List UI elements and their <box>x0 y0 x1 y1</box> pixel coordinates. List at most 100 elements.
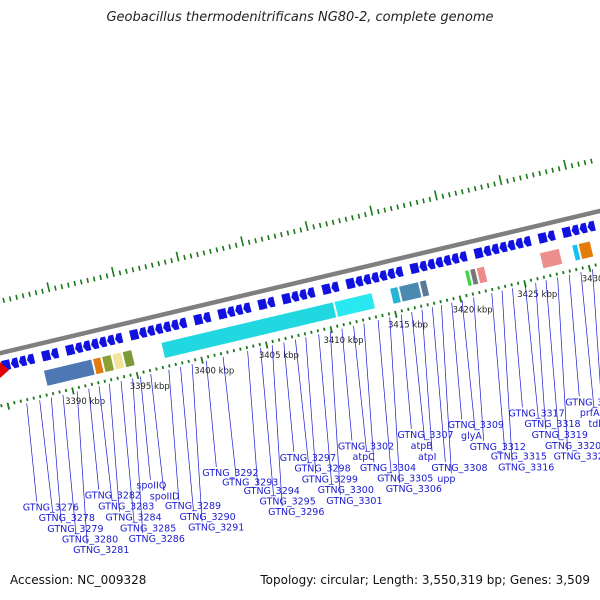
gene-arrow-layer <box>0 220 596 371</box>
inner-tick <box>381 313 384 318</box>
gene-leader-line <box>271 345 283 507</box>
gene-leader-line <box>150 373 165 491</box>
inner-tick <box>129 373 132 377</box>
inner-tick <box>471 292 475 296</box>
gene-arrow-icon <box>443 254 452 266</box>
outer-tick <box>221 245 225 251</box>
outer-tick <box>8 296 12 302</box>
outer-tick <box>563 159 567 170</box>
inner-tick <box>135 371 140 380</box>
gene-arrow-icon <box>411 262 420 274</box>
gene-leader-line <box>525 285 539 418</box>
feature-block <box>469 267 480 286</box>
inner-tick <box>32 396 35 400</box>
gene-arrow-icon <box>43 349 52 361</box>
outer-tick <box>28 291 31 297</box>
gene-leader-line <box>39 400 54 513</box>
kbp-tick-label: 3400 kbp <box>194 367 234 377</box>
outer-tick <box>34 290 38 296</box>
inner-tick <box>348 321 352 325</box>
gene-leader-line <box>180 366 194 511</box>
inner-tick <box>206 355 210 359</box>
outer-tick <box>183 254 186 261</box>
gene-arrow-icon <box>283 292 292 304</box>
gene-label: GTNG_3281 <box>73 545 129 556</box>
gene-label: GTNG_3295 <box>260 496 316 507</box>
gene-label: GTNG_3296 <box>268 507 324 518</box>
inner-tick <box>142 370 145 374</box>
gene-arrow-icon <box>203 311 212 323</box>
kbp-tick-label: 3410 kbp <box>323 336 363 346</box>
inner-tick <box>465 293 468 298</box>
gene-label: GTNG_3319 <box>532 430 588 441</box>
outer-tick <box>157 261 161 267</box>
inner-tick <box>445 298 449 302</box>
outer-tick <box>590 158 593 164</box>
outer-tick <box>99 274 102 281</box>
gene-label: atpC <box>353 452 376 463</box>
inner-tick <box>510 283 513 287</box>
gene-label: GTNG_3294 <box>244 486 300 497</box>
gene-leader-line <box>26 403 38 502</box>
gene-leader-line <box>168 369 180 501</box>
gene-label: GTNG_3315 <box>491 451 547 462</box>
gene-label: GTNG_3305 <box>377 473 433 484</box>
outer-tick <box>441 193 445 199</box>
inner-tick <box>542 275 546 279</box>
outer-tick <box>525 173 529 180</box>
outer-tick <box>2 297 6 304</box>
outer-tick <box>389 205 393 212</box>
inner-tick <box>529 278 533 282</box>
outer-tick <box>163 259 167 265</box>
feature-block <box>398 281 423 303</box>
gene-leader-line <box>329 331 341 495</box>
outer-tick <box>454 190 458 196</box>
gene-label: GTNG_3317 <box>508 408 564 419</box>
outer-tick <box>60 283 64 290</box>
gene-label: GTNG_3301 <box>326 496 382 507</box>
outer-tick <box>234 242 238 248</box>
inner-tick <box>329 326 333 334</box>
gene-arrow-icon <box>19 355 28 367</box>
inner-tick <box>491 287 494 292</box>
outer-tick <box>538 170 542 176</box>
gene-arrow-icon <box>459 251 468 262</box>
inner-tick <box>161 365 165 370</box>
gene-arrow-icon <box>131 328 140 340</box>
outer-tick <box>137 265 141 271</box>
outer-tick <box>544 169 548 175</box>
gene-arrow-icon <box>491 243 500 255</box>
kbp-tick-label: 3405 kbp <box>259 351 299 361</box>
gene-label: GTNG_3285 <box>120 523 176 534</box>
gene-arrow-icon <box>347 277 356 289</box>
outer-tick <box>344 216 348 222</box>
gene-arrow-icon <box>539 232 548 243</box>
gene-leader-line <box>411 312 426 440</box>
gene-arrow-icon <box>139 327 148 338</box>
outer-tick <box>273 233 277 239</box>
outer-tick <box>480 184 483 190</box>
gene-leader-line <box>305 337 317 474</box>
gene-arrow-icon <box>387 268 396 279</box>
outer-tick <box>383 207 387 213</box>
gene-arrow-icon <box>427 258 436 270</box>
inner-tick <box>323 327 326 331</box>
inner-tick <box>587 264 592 273</box>
gene-leader-line <box>318 334 333 485</box>
outer-tick <box>118 270 122 276</box>
gene-label: GTNG_3308 <box>431 463 487 474</box>
inner-tick <box>51 391 55 396</box>
outer-tick <box>467 187 471 193</box>
gene-arrow-icon <box>227 306 236 317</box>
gene-label: GTNG_3282 <box>85 491 141 502</box>
inner-tick <box>155 367 158 371</box>
gene-arrow-icon <box>515 237 524 249</box>
inner-tick <box>374 315 378 319</box>
gene-label: atpI <box>418 452 436 463</box>
gene-leader-line <box>283 342 295 452</box>
kbp-tick-label: 3415 kbp <box>388 321 428 331</box>
gene-leader-line <box>557 277 568 451</box>
inner-tick <box>387 312 391 316</box>
inner-tick <box>458 295 463 303</box>
outer-tick <box>131 267 135 273</box>
